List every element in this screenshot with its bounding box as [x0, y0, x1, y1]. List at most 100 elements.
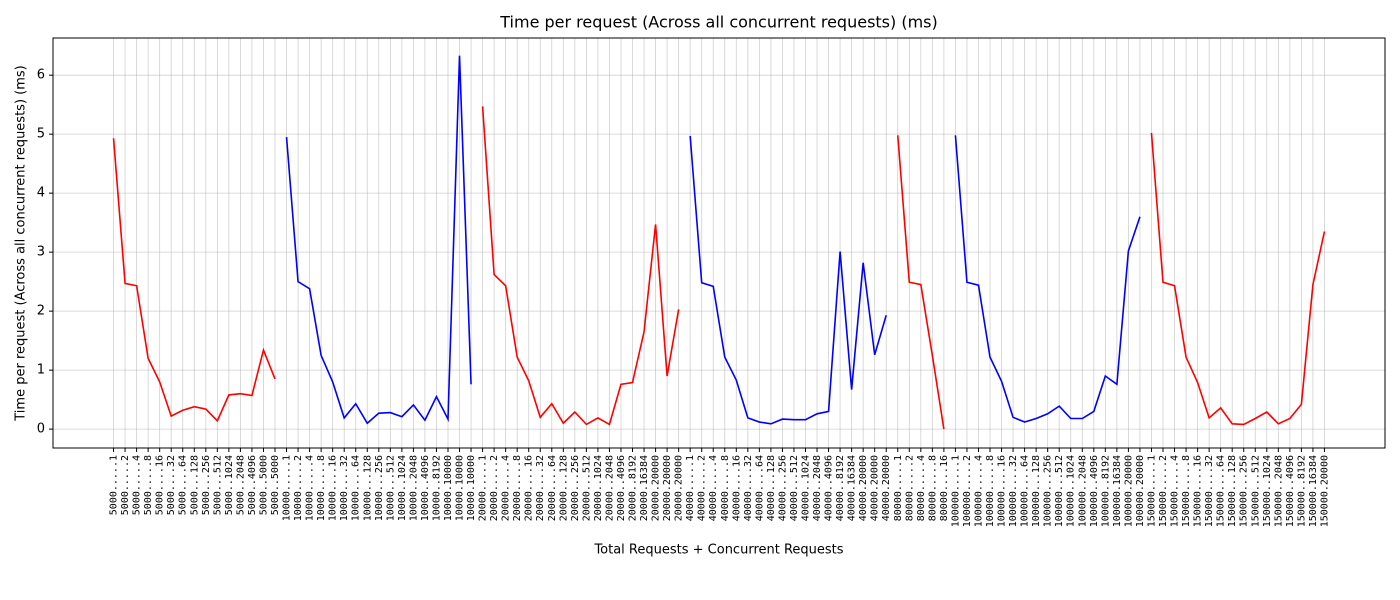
x-tick-label: 100000..8192 [1100, 455, 1111, 527]
x-tick-label: 40000....16 [731, 455, 742, 521]
y-tick-label: 2 [37, 304, 45, 319]
x-tick-label: 10000...512 [385, 455, 396, 521]
x-tick-label: 5000...256 [201, 455, 212, 515]
x-tick-label: 20000.....4 [501, 455, 512, 521]
x-tick-label: 40000....32 [743, 455, 754, 521]
x-tick-label: 150000...512 [1250, 455, 1261, 527]
x-tick-label: 100000.....1 [950, 455, 961, 527]
x-tick-label: 10000....16 [328, 455, 339, 521]
x-tick-label: 5000.....4 [132, 455, 143, 515]
x-tick-label: 5000.....2 [120, 455, 131, 515]
x-tick-label: 10000.....4 [305, 455, 316, 521]
x-tick-label: 80000.....2 [904, 455, 915, 521]
x-tick-label: 20000.....1 [478, 455, 489, 521]
x-tick-label: 10000.10000 [466, 455, 477, 521]
x-tick-label: 5000..5000 [258, 455, 269, 515]
x-tick-label: 40000.20000 [881, 455, 892, 521]
x-tick-label: 20000...512 [581, 455, 592, 521]
x-tick-label: 40000.....2 [697, 455, 708, 521]
x-tick-label: 100000.....4 [973, 455, 984, 527]
y-tick-label: 5 [37, 127, 45, 142]
x-tick-label: 10000.....1 [282, 455, 293, 521]
x-tick-label: 5000....16 [155, 455, 166, 515]
x-tick-label: 40000...512 [789, 455, 800, 521]
x-tick-label: 40000..1024 [800, 455, 811, 521]
x-tick-label: 10000...128 [362, 455, 373, 521]
x-tick-label: 100000.....8 [985, 455, 996, 527]
x-tick-label: 20000.20000 [662, 455, 673, 521]
x-tick-label: 40000...256 [777, 455, 788, 521]
x-tick-label: 5000.....8 [143, 455, 154, 515]
x-tick-label: 150000.....1 [1146, 455, 1157, 527]
x-tick-label: 20000..4096 [616, 455, 627, 521]
x-tick-label: 100000....32 [1008, 455, 1019, 527]
x-tick-label: 100000....64 [1020, 455, 1031, 527]
x-tick-label: 20000.....8 [512, 455, 523, 521]
x-tick-label: 40000..8192 [835, 455, 846, 521]
x-tick-label: 20000....32 [535, 455, 546, 521]
x-tick-label: 80000....16 [939, 455, 950, 521]
y-tick-label: 3 [37, 245, 45, 260]
x-tick-label: 150000..8192 [1296, 455, 1307, 527]
x-tick-label: 20000....16 [524, 455, 535, 521]
x-tick-label: 150000...256 [1239, 455, 1250, 527]
y-axis-label: Time per request (Across all concurrent … [14, 65, 29, 421]
x-tick-label: 150000...128 [1227, 455, 1238, 527]
x-tick-label: 40000.....1 [685, 455, 696, 521]
x-tick-label: 10000.10000 [443, 455, 454, 521]
x-tick-label: 100000.16384 [1112, 455, 1123, 527]
x-tick-label: 80000.....8 [927, 455, 938, 521]
x-tick-label: 20000.16384 [639, 455, 650, 521]
x-tick-label: 10000..1024 [397, 455, 408, 521]
x-tick-label: 100000...256 [1043, 455, 1054, 527]
x-tick-label: 100000.....2 [962, 455, 973, 527]
x-tick-label: 150000.16384 [1308, 455, 1319, 527]
x-tick-label: 100000..4096 [1089, 455, 1100, 527]
x-tick-label: 40000..4096 [824, 455, 835, 521]
x-tick-label: 100000...512 [1054, 455, 1065, 527]
plot-frame [52, 37, 1386, 449]
x-tick-label: 20000..1024 [593, 455, 604, 521]
x-tick-label: 10000..2048 [408, 455, 419, 521]
x-tick-label: 80000.....4 [916, 455, 927, 521]
x-tick-label: 150000.20000 [1319, 455, 1330, 527]
x-tick-label: 40000.20000 [870, 455, 881, 521]
x-tick-label: 20000.....2 [489, 455, 500, 521]
x-tick-label: 20000...128 [558, 455, 569, 521]
x-tick-label: 40000.....4 [708, 455, 719, 521]
x-tick-label: 100000....16 [997, 455, 1008, 527]
x-tick-label: 20000....64 [547, 455, 558, 521]
x-tick-label: 40000.20000 [858, 455, 869, 521]
x-tick-label: 10000..4096 [420, 455, 431, 521]
x-tick-label: 100000..2048 [1077, 455, 1088, 527]
x-tick-label: 40000.....8 [720, 455, 731, 521]
x-tick-label: 100000...128 [1031, 455, 1042, 527]
x-tick-label: 5000..5000 [270, 455, 281, 515]
x-tick-label: 5000.....1 [109, 455, 120, 515]
x-tick-label: 20000.20000 [651, 455, 662, 521]
x-tick-label: 5000....64 [178, 455, 189, 515]
x-tick-label: 150000..1024 [1262, 455, 1273, 527]
x-tick-label: 5000..4096 [247, 455, 258, 515]
x-tick-label: 5000....32 [166, 455, 177, 515]
y-tick-label: 4 [37, 186, 45, 201]
x-tick-label: 20000.20000 [674, 455, 685, 521]
x-tick-label: 40000..2048 [812, 455, 823, 521]
x-tick-label: 10000...256 [374, 455, 385, 521]
x-tick-label: 40000.16384 [847, 455, 858, 521]
x-tick-label: 10000....32 [339, 455, 350, 521]
x-tick-label: 10000....64 [351, 455, 362, 521]
x-tick-label: 10000.....2 [293, 455, 304, 521]
chart-title: Time per request (Across all concurrent … [499, 13, 938, 32]
y-tick-label: 0 [37, 422, 45, 437]
x-tick-label: 150000.....2 [1158, 455, 1169, 527]
x-tick-label: 150000....64 [1216, 455, 1227, 527]
x-tick-label: 5000...512 [212, 455, 223, 515]
y-tick-label: 6 [37, 68, 45, 83]
x-tick-label: 150000.....4 [1170, 455, 1181, 527]
x-tick-label: 100000..1024 [1066, 455, 1077, 527]
x-tick-label: 150000.....8 [1181, 455, 1192, 527]
x-tick-label: 20000...256 [570, 455, 581, 521]
y-tick-label: 1 [37, 363, 45, 378]
x-tick-label: 10000.10000 [455, 455, 466, 521]
